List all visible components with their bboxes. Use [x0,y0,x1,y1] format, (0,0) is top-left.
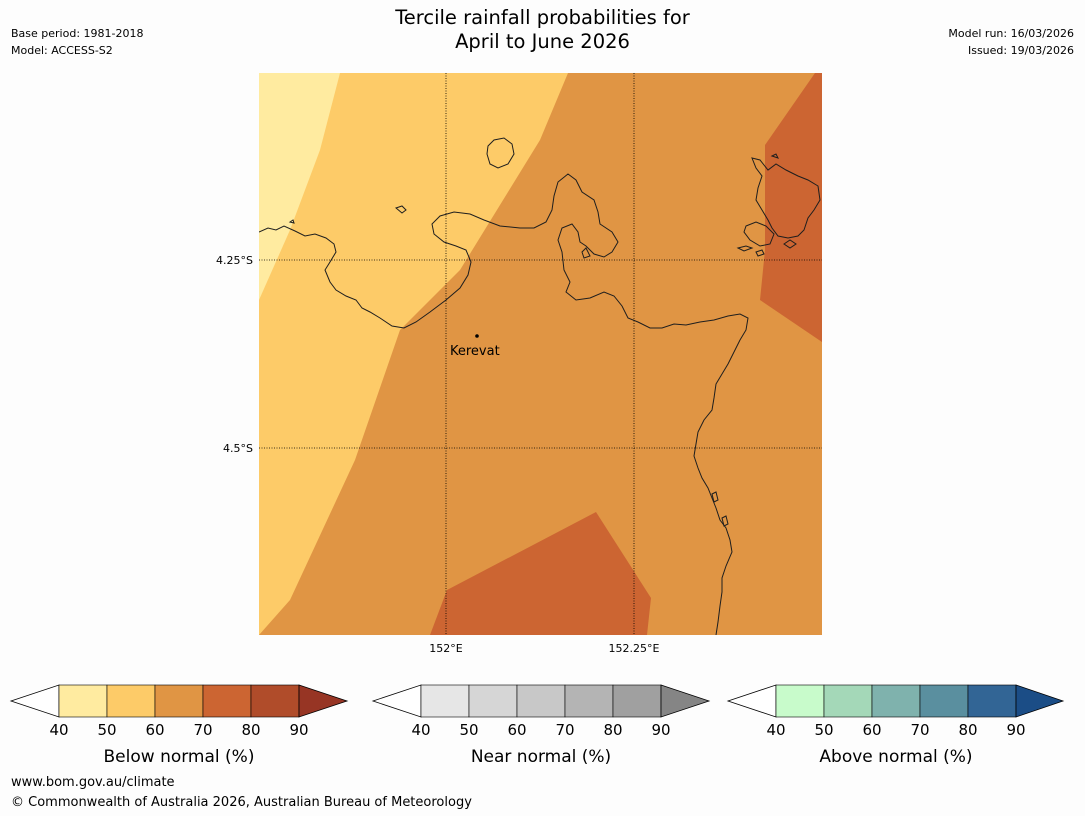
colorbar-below-tick-label: 60 [145,721,164,739]
zone-70-80-south [430,512,651,635]
colorbar-below-label: Below normal (%) [104,747,255,767]
colorbar-below-segment [58,684,108,718]
colorbar-near-high-extension [660,684,711,718]
lat-label-4.25: 4.25°S [216,254,253,267]
colorbar-below-segment [154,684,204,718]
lat-label-4.5: 4.5°S [223,442,253,455]
colorbar-above-tick-label: 70 [910,721,929,739]
colorbar-near-tick-label: 80 [603,721,622,739]
colorbar-above-tick-label: 80 [958,721,977,739]
base-period-text: Base period: 1981-2018 [11,27,144,40]
colorbar-below-low-extension [9,684,60,718]
colorbar-below-tick-label: 90 [289,721,308,739]
colorbar-above-label: Above normal (%) [819,747,972,767]
kerevat-marker [475,334,479,338]
colorbar-below: 40 50 60 70 80 90 Below normal (%) [9,684,349,767]
coastline [259,137,821,635]
zone-70-80-east [760,73,822,342]
colorbar-above-segment [967,684,1017,718]
colorbar-near-segment [420,684,470,718]
footer-copyright: © Commonwealth of Australia 2026, Austra… [11,795,472,810]
colorbar-above-tick-label: 90 [1006,721,1025,739]
graticule [259,73,822,635]
zone-50-60 [259,73,568,635]
model-text: Model: ACCESS-S2 [11,44,113,57]
lon-label-152: 152°E [429,642,462,655]
colorbar-near: 40 50 60 70 80 90 Near normal (%) [371,684,711,767]
colorbar-below-tick-label: 80 [241,721,260,739]
colorbar-below-segment [106,684,156,718]
colorbar-below-tick-label: 40 [49,721,68,739]
issued-text: Issued: 19/03/2026 [967,44,1074,57]
colorbar-above-tick-label: 60 [862,721,881,739]
title-line-1: Tercile rainfall probabilities for [395,6,690,29]
colorbar-above-high-extension [1015,684,1065,718]
footer-url: www.bom.gov.au/climate [11,775,175,790]
colorbar-near-tick-label: 50 [459,721,478,739]
colorbar-below-segment [250,684,300,718]
colorbar-near-label: Near normal (%) [471,747,611,767]
colorbar-near-segment [564,684,614,718]
colorbar-above-tick-label: 50 [814,721,833,739]
colorbar-above-tick-label: 40 [766,721,785,739]
header-meta-right: Model run: 16/03/2026 Issued: 19/03/2026 [948,25,1074,59]
colorbar-near-tick-label: 60 [507,721,526,739]
colorbar-below-high-extension [298,684,349,718]
colorbar-above-segment [775,684,825,718]
lon-label-152.25: 152.25°E [609,642,660,655]
colorbar-above-segment [919,684,969,718]
colorbar-near-low-extension [371,684,422,718]
model-run-text: Model run: 16/03/2026 [948,27,1074,40]
colorbar-above-segment [871,684,921,718]
title-line-2: April to June 2026 [455,30,630,53]
colorbar-near-tick-label: 70 [555,721,574,739]
colorbar-above-low-extension [726,684,777,718]
colorbar-above: 40 50 60 70 80 90 Above normal (%) [726,684,1065,767]
kerevat-label: Kerevat [450,344,500,359]
colorbar-near-tick-label: 90 [651,721,670,739]
probability-shading [259,73,822,635]
colorbar-near-segment [612,684,662,718]
colorbar-below-segment [202,684,252,718]
colorbar-near-segment [516,684,566,718]
map-title: Tercile rainfall probabilities for April… [0,6,1085,54]
colorbar-near-segment [468,684,518,718]
colorbar-below-tick-label: 70 [193,721,212,739]
zone-40-50 [259,73,340,300]
colorbar-below-tick-label: 50 [97,721,116,739]
colorbar-above-segment [823,684,873,718]
header-meta-left: Base period: 1981-2018 Model: ACCESS-S2 [11,25,143,59]
colorbar-near-tick-label: 40 [411,721,430,739]
